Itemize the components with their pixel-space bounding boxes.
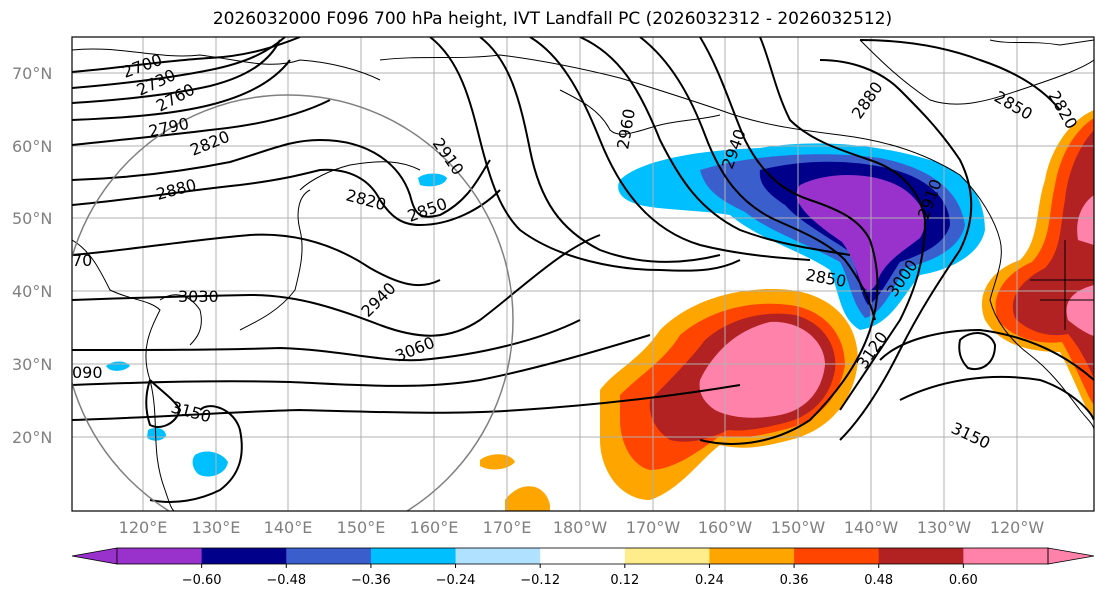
colorbar-swatch: [201, 548, 287, 564]
ivt-negative-blob-4: [106, 361, 130, 371]
colorbar-tick-label: 0.24: [695, 573, 724, 588]
colorbar-extend-low: [71, 547, 118, 565]
coastlines: [72, 39, 1094, 511]
longitude-labels: 120°E 130°E 140°E 150°E 160°E 170°E 180°…: [119, 518, 1045, 537]
height-contours: [72, 37, 1094, 503]
contour-label: 2960: [613, 107, 639, 150]
colorbar-swatch: [878, 548, 964, 564]
lon-label: 140°E: [264, 518, 313, 537]
lon-label: 170°W: [626, 518, 681, 537]
lon-label: 140°W: [844, 518, 899, 537]
colorbar-swatch: [286, 548, 372, 564]
colorbar-tick-label: −0.60: [182, 573, 222, 588]
colorbar-tick-label: 0.48: [864, 573, 893, 588]
contour-label: 2910: [429, 134, 468, 178]
contour-label: 2940: [357, 279, 399, 321]
ivt-coast-positive-core: [1066, 195, 1094, 336]
map-frame: [71, 36, 1095, 512]
colorbar-extend-high: [1047, 547, 1095, 565]
lat-label: 40°N: [12, 282, 52, 301]
ivt-positive-blob-1: [480, 454, 515, 470]
colorbar-tick-label: 0.12: [610, 573, 639, 588]
projection-circle: [72, 94, 514, 511]
ivt-negative-blob-3: [147, 428, 166, 441]
lon-label: 150°W: [771, 518, 826, 537]
colorbar-tick-label: −0.36: [351, 573, 391, 588]
colorbar-swatch: [540, 548, 626, 564]
lon-label: 170°E: [483, 518, 532, 537]
contour-label: 3120: [853, 328, 892, 372]
ivt-shading: [106, 110, 1094, 511]
colorbar-tick-label: 0.60: [949, 573, 978, 588]
lon-label: 160°W: [698, 518, 753, 537]
colorbar-swatch: [370, 548, 457, 564]
colorbar-swatch: [709, 548, 795, 564]
lon-label: 160°E: [410, 518, 459, 537]
lat-label: 60°N: [12, 137, 52, 156]
colorbar: −0.60 −0.48 −0.36 −0.24 −0.12 0.12 0.24 0.36 0.4…: [71, 547, 1095, 588]
colorbar-swatch: [794, 548, 880, 564]
lat-label: 30°N: [12, 355, 52, 374]
contour-label: 2880: [848, 78, 887, 122]
lon-label: 120°E: [119, 518, 168, 537]
lat-label: 50°N: [12, 209, 52, 228]
colorbar-tick-label: 0.36: [780, 573, 809, 588]
contour-label: 2790: [147, 114, 191, 141]
ivt-positive-blob-2: [505, 486, 550, 511]
ivt-negative-core: [796, 174, 925, 291]
contour-label: 2820: [344, 186, 388, 215]
contour-label: 70: [72, 251, 92, 270]
lat-label: 20°N: [12, 428, 52, 447]
contour-label: 3030: [178, 287, 219, 306]
colorbar-swatch: [117, 548, 203, 564]
contour-label: 2820: [1045, 88, 1082, 133]
lon-label: 130°W: [917, 518, 972, 537]
colorbar-swatch: [963, 548, 1049, 564]
ivt-positive-core: [699, 321, 825, 418]
contour-label: 090: [72, 363, 103, 382]
lon-label: 120°W: [990, 518, 1045, 537]
latitude-labels: 70°N 60°N 50°N 40°N 30°N 20°N: [12, 64, 52, 447]
contour-label: 3150: [948, 418, 993, 452]
lon-label: 130°E: [192, 518, 241, 537]
colorbar-swatch: [624, 548, 710, 564]
colorbar-swatch: [455, 548, 541, 564]
map-title: 2026032000 F096 700 hPa height, IVT Land…: [212, 9, 893, 29]
contour-label: 2880: [154, 175, 198, 204]
lat-label: 70°N: [12, 64, 52, 83]
colorbar-tick-label: −0.24: [436, 573, 476, 588]
colorbar-tick-label: −0.12: [520, 573, 560, 588]
lon-label: 180°W: [553, 518, 608, 537]
lon-label: 150°E: [337, 518, 386, 537]
colorbar-tick-label: −0.48: [266, 573, 306, 588]
contour-label: 3150: [169, 398, 213, 427]
ivt-negative-blob-1: [418, 173, 447, 187]
ivt-negative-blob-2: [192, 451, 228, 477]
gridlines: [72, 37, 1094, 511]
colorbar-outline: [116, 547, 1049, 565]
